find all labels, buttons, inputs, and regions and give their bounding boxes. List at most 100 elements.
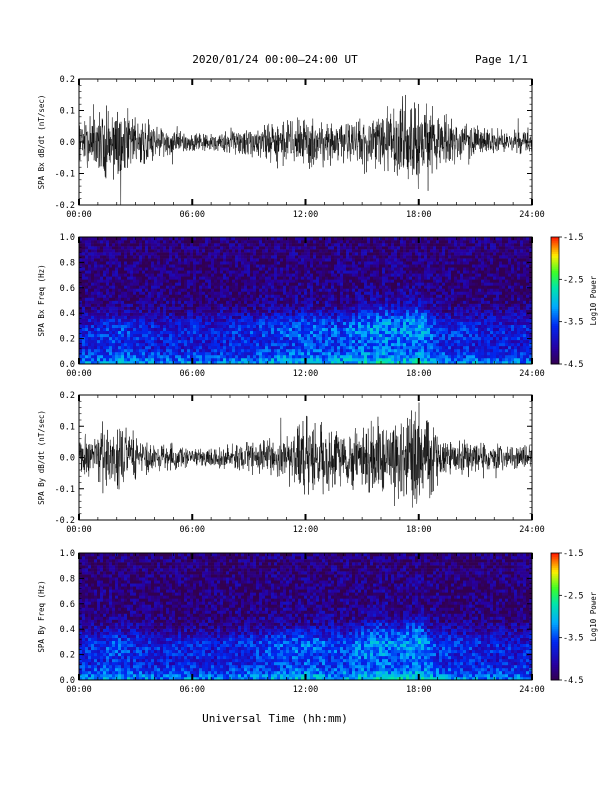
heatmap-cell <box>412 240 415 243</box>
heatmap-cell <box>199 261 202 264</box>
heatmap-cell <box>292 267 295 270</box>
heatmap-cell <box>280 288 283 291</box>
heatmap-cell <box>322 358 325 361</box>
heatmap-cell <box>145 276 148 279</box>
heatmap-cell <box>217 307 220 310</box>
heatmap-cell <box>235 255 238 258</box>
heatmap-cell <box>163 322 166 325</box>
heatmap-cell <box>289 261 292 264</box>
heatmap-cell <box>358 340 361 343</box>
heatmap-cell <box>151 331 154 334</box>
heatmap-cell <box>367 249 370 252</box>
heatmap-cell <box>223 285 226 288</box>
heatmap-cell <box>400 261 403 264</box>
heatmap-cell <box>142 273 145 276</box>
heatmap-cell <box>142 325 145 328</box>
heatmap-cell <box>94 328 97 331</box>
heatmap-cell <box>82 258 85 261</box>
heatmap-cell <box>376 307 379 310</box>
heatmap-cell <box>367 291 370 294</box>
heatmap-cell <box>226 358 229 361</box>
heatmap-cell <box>241 249 244 252</box>
heatmap-cell <box>394 261 397 264</box>
heatmap-cell <box>274 334 277 337</box>
heatmap-cell <box>220 346 223 349</box>
heatmap-cell <box>157 328 160 331</box>
heatmap-cell <box>112 337 115 340</box>
heatmap-cell <box>412 355 415 358</box>
heatmap-cell <box>223 258 226 261</box>
heatmap-cell <box>406 246 409 249</box>
heatmap-cell <box>124 294 127 297</box>
heatmap-cell <box>166 349 169 352</box>
heatmap-cell <box>139 355 142 358</box>
heatmap-cell <box>241 258 244 261</box>
heatmap-cell <box>256 270 259 273</box>
heatmap-cell <box>268 249 271 252</box>
heatmap-cell <box>421 291 424 294</box>
heatmap-cell <box>322 310 325 313</box>
heatmap-cell <box>334 319 337 322</box>
heatmap-cell <box>124 249 127 252</box>
heatmap-cell <box>328 346 331 349</box>
heatmap-cell <box>352 349 355 352</box>
heatmap-cell <box>196 288 199 291</box>
heatmap-cell <box>406 319 409 322</box>
heatmap-cell <box>232 246 235 249</box>
heatmap-cell <box>235 337 238 340</box>
heatmap-cell <box>316 319 319 322</box>
heatmap-cell <box>142 282 145 285</box>
heatmap-cell <box>175 358 178 361</box>
heatmap-cell <box>382 316 385 319</box>
heatmap-cell <box>376 288 379 291</box>
heatmap-cell <box>379 252 382 255</box>
heatmap-cell <box>418 264 421 267</box>
heatmap-cell <box>169 310 172 313</box>
heatmap-cell <box>112 316 115 319</box>
heatmap-cell <box>241 358 244 361</box>
heatmap-cell <box>235 285 238 288</box>
heatmap-cell <box>346 316 349 319</box>
heatmap-cell <box>301 273 304 276</box>
heatmap-cell <box>265 246 268 249</box>
heatmap-cell <box>91 337 94 340</box>
heatmap-cell <box>238 346 241 349</box>
heatmap-cell <box>322 340 325 343</box>
heatmap-cell <box>88 331 91 334</box>
heatmap-cell <box>226 322 229 325</box>
heatmap-cell <box>229 249 232 252</box>
heatmap-cell <box>292 319 295 322</box>
heatmap-cell <box>271 343 274 346</box>
heatmap-cell <box>211 252 214 255</box>
heatmap-cell <box>154 301 157 304</box>
heatmap-cell <box>265 313 268 316</box>
heatmap-cell <box>277 334 280 337</box>
heatmap-cell <box>367 313 370 316</box>
heatmap-cell <box>181 325 184 328</box>
heatmap-cell <box>118 246 121 249</box>
heatmap-cell <box>352 294 355 297</box>
heatmap-cell <box>253 285 256 288</box>
heatmap-cell <box>94 276 97 279</box>
heatmap-cell <box>313 261 316 264</box>
heatmap-cell <box>184 276 187 279</box>
heatmap-cell <box>187 243 190 246</box>
heatmap-cell <box>223 264 226 267</box>
heatmap-cell <box>304 285 307 288</box>
heatmap-cell <box>343 331 346 334</box>
heatmap-cell <box>169 279 172 282</box>
heatmap-cell <box>391 297 394 300</box>
heatmap-cell <box>247 349 250 352</box>
heatmap-cell <box>124 264 127 267</box>
heatmap-cell <box>235 273 238 276</box>
heatmap-cell <box>160 285 163 288</box>
heatmap-cell <box>157 258 160 261</box>
heatmap-cell <box>388 352 391 355</box>
heatmap-cell <box>370 355 373 358</box>
heatmap-cell <box>217 346 220 349</box>
heatmap-cell <box>376 349 379 352</box>
heatmap-cell <box>418 297 421 300</box>
heatmap-cell <box>421 313 424 316</box>
heatmap-cell <box>358 355 361 358</box>
heatmap-cell <box>142 319 145 322</box>
